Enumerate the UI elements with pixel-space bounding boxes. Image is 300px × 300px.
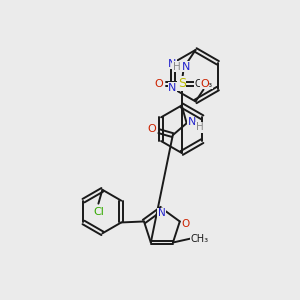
Text: N: N xyxy=(188,117,196,127)
Text: N: N xyxy=(168,59,176,69)
Text: CH₃: CH₃ xyxy=(190,233,209,244)
Text: O: O xyxy=(154,79,163,88)
Text: CH₃: CH₃ xyxy=(194,79,213,88)
Text: Cl: Cl xyxy=(93,207,104,217)
Text: O: O xyxy=(200,79,209,88)
Text: O: O xyxy=(148,124,156,134)
Text: O: O xyxy=(182,219,190,230)
Text: N: N xyxy=(158,208,166,218)
Text: H: H xyxy=(173,62,181,72)
Text: N: N xyxy=(182,62,190,72)
Text: S: S xyxy=(178,77,186,90)
Text: N: N xyxy=(168,82,176,93)
Text: H: H xyxy=(196,122,203,132)
